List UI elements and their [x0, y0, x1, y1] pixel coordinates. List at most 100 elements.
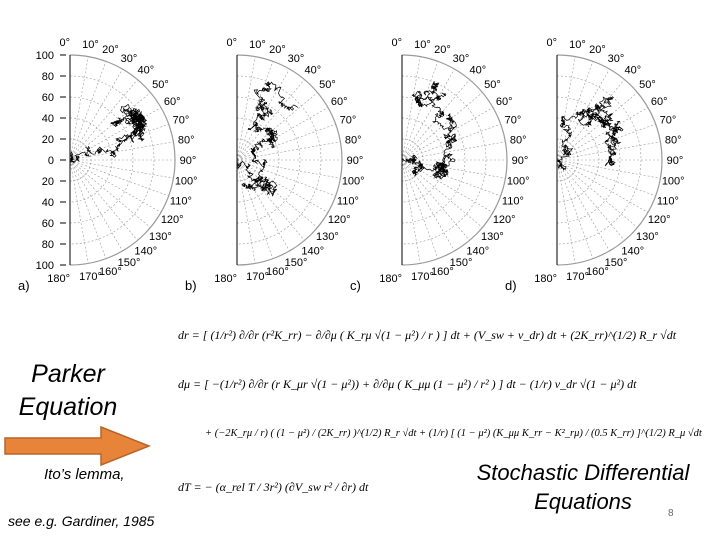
polar-spoke: [69, 159, 151, 228]
page-number: 8: [668, 508, 674, 519]
angle-tick-label: 50°: [484, 79, 501, 91]
angle-tick-label: 70°: [340, 115, 357, 127]
angle-tick-label: 20°: [102, 44, 119, 56]
polar-spoke: [401, 56, 421, 161]
angle-tick-label: 60°: [164, 96, 181, 108]
polar-spoke: [401, 159, 439, 259]
polar-spoke: [236, 61, 274, 161]
polar-spoke: [556, 141, 661, 161]
polar-spoke: [556, 56, 576, 161]
polar-spoke: [556, 159, 625, 241]
trajectory-path: [237, 81, 299, 197]
angle-tick-label: 100°: [507, 176, 530, 188]
polar-ring: [236, 75, 322, 245]
angle-tick-label: 140°: [134, 245, 157, 257]
polar-ring: [69, 75, 155, 245]
polar-ring: [401, 96, 466, 224]
angle-tick-label: 10°: [414, 39, 431, 51]
angle-tick-label: 0°: [226, 37, 237, 49]
angle-tick-label: 100°: [175, 176, 198, 188]
polar-spoke: [401, 141, 506, 161]
angle-tick-label: 0°: [546, 37, 557, 49]
polar-spoke: [69, 79, 138, 161]
angle-tick-label: 180°: [379, 273, 402, 285]
angle-tick-label: 80°: [345, 135, 362, 147]
polar-spoke: [401, 159, 455, 252]
polar-spoke: [236, 68, 290, 161]
polar-ring: [69, 96, 134, 224]
polar-spoke: [69, 68, 123, 161]
panel-label: c): [350, 278, 361, 293]
polar-spoke: [69, 159, 174, 179]
radial-tick-label: 20: [42, 176, 54, 188]
polar-spoke: [401, 68, 455, 161]
polar-spoke: [69, 159, 89, 264]
angle-tick-label: 170°: [566, 271, 589, 283]
angle-tick-label: 170°: [411, 271, 434, 283]
angle-tick-label: 130°: [636, 231, 659, 243]
polar-spoke: [556, 159, 656, 197]
equation-dT: dT = − (α_rel T / 3r²) (∂V_sw r² / ∂r) d…: [178, 480, 369, 494]
polar-spoke: [236, 159, 341, 179]
angle-tick-label: 130°: [316, 231, 339, 243]
angle-tick-label: 170°: [79, 271, 102, 283]
polar-spoke: [556, 107, 649, 161]
polar-plot-a: 0° 10° 20° 30° 40° 50° 60° 70° 80° 90° 100° 110° 120…: [18, 37, 198, 293]
polar-spoke: [556, 92, 638, 161]
polar-spoke: [236, 159, 336, 197]
angle-tick-label: 180°: [47, 273, 70, 285]
polar-spoke: [401, 107, 494, 161]
angle-tick-label: 120°: [493, 214, 516, 226]
angle-tick-label: 150°: [285, 257, 308, 269]
angle-tick-label: 70°: [660, 115, 677, 127]
angle-tick-label: 30°: [608, 53, 625, 65]
polar-spoke: [401, 159, 421, 264]
polar-spoke: [69, 92, 151, 161]
angle-tick-label: 130°: [149, 231, 172, 243]
angle-tick-label: 90°: [512, 155, 529, 167]
angle-tick-label: 180°: [534, 273, 557, 285]
angle-tick-label: 20°: [589, 44, 606, 56]
polar-plot-b: 0° 10° 20° 30° 40° 50° 60° 70° 80° 90° 100° 110° 120…: [185, 37, 365, 293]
radial-tick-label: 80: [42, 239, 54, 251]
angle-tick-label: 110°: [657, 195, 679, 207]
radial-tick-label: 40: [42, 113, 54, 125]
radial-tick-label: 100: [36, 50, 54, 62]
angle-tick-label: 140°: [301, 245, 324, 257]
angle-tick-label: 160°: [586, 266, 609, 278]
angle-tick-label: 80°: [665, 135, 682, 147]
angle-tick-label: 170°: [246, 271, 269, 283]
trajectory-path: [557, 96, 624, 171]
polar-spoke: [236, 159, 274, 259]
angle-tick-label: 10°: [82, 39, 99, 51]
angle-tick-label: 90°: [180, 155, 197, 167]
polar-spoke: [236, 79, 305, 161]
radial-tick-label: 100: [36, 260, 54, 272]
polar-spoke: [236, 159, 329, 213]
polar-plot-d: 0° 10° 20° 30° 40° 50° 60° 70° 80° 90° 100° 110° 120…: [505, 37, 685, 293]
angle-tick-label: 60°: [496, 96, 513, 108]
angle-tick-label: 50°: [152, 79, 169, 91]
angle-tick-label: 180°: [214, 273, 237, 285]
panel-label: d): [505, 278, 517, 293]
angle-tick-label: 160°: [99, 266, 122, 278]
radial-tick-label: 60: [42, 92, 54, 104]
sde-label: Stochastic Differential Equations: [476, 460, 690, 514]
trajectory-path: [70, 103, 148, 164]
angle-tick-label: 50°: [639, 79, 656, 91]
polar-spoke: [69, 159, 107, 259]
angle-tick-label: 90°: [667, 155, 684, 167]
polar-spoke: [556, 159, 649, 213]
polar-spoke: [236, 159, 256, 264]
angle-tick-label: 40°: [137, 65, 154, 77]
angle-tick-label: 150°: [450, 257, 473, 269]
polar-spoke: [69, 159, 138, 241]
ito-lemma-label: Ito’s lemma,: [44, 466, 125, 483]
angle-tick-label: 40°: [624, 65, 641, 77]
polar-spoke: [556, 123, 656, 161]
angle-tick-label: 160°: [431, 266, 454, 278]
polar-spoke: [556, 159, 661, 179]
angle-tick-label: 0°: [391, 37, 402, 49]
parker-equation-label: Parker Equation: [18, 360, 118, 421]
